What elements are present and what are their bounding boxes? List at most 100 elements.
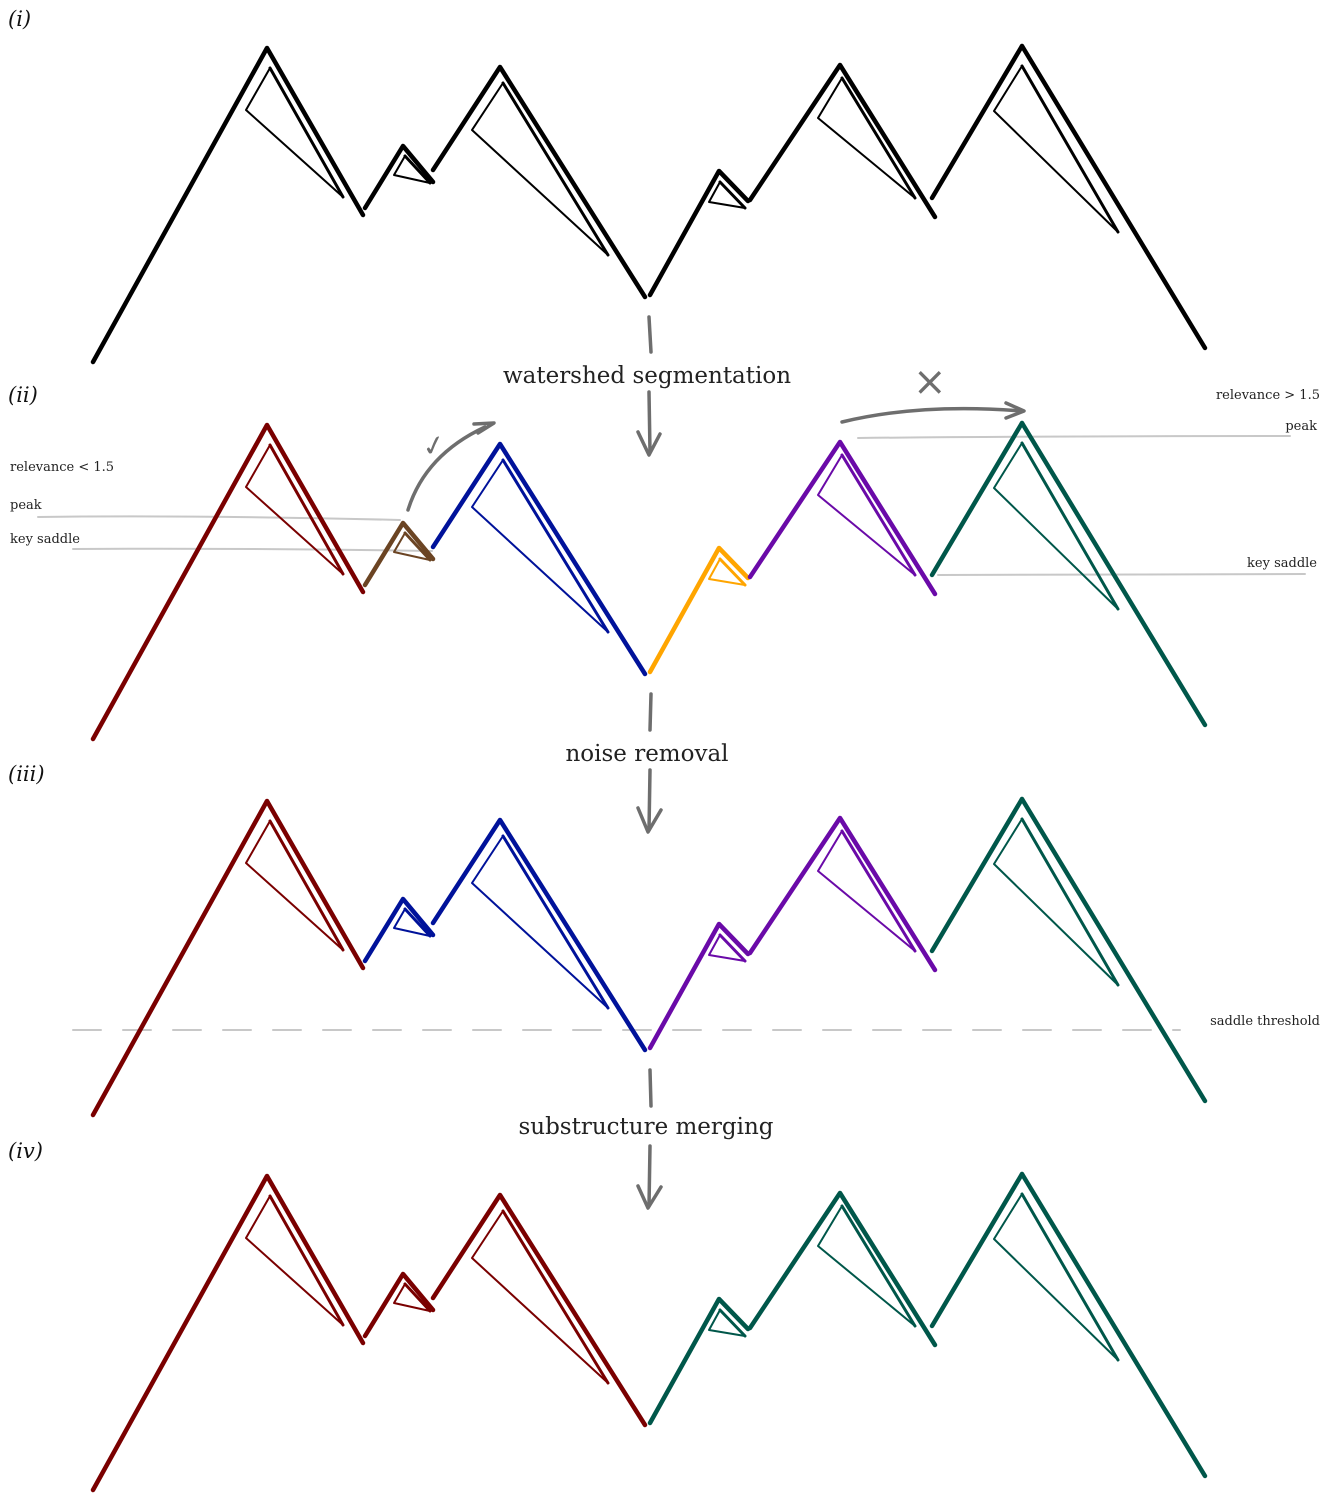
ridge-shading-edge — [840, 76, 917, 200]
ridge-shading — [393, 532, 431, 561]
relevance-low-label: relevance < 1.5 — [10, 460, 114, 475]
ridge-shading-edge — [718, 1308, 747, 1338]
ridge-shading-edge — [718, 557, 747, 587]
ridge-shading — [708, 1309, 746, 1337]
ridge-segment — [647, 168, 751, 298]
ridge-segment — [747, 439, 938, 597]
panel-label-iii: (iii) — [8, 762, 45, 786]
ridge-shading-edge — [1020, 817, 1120, 987]
ridge-segment — [430, 1192, 648, 1428]
mountain-profile-2 — [90, 420, 1208, 742]
mountain-panels — [90, 43, 1208, 1493]
ridge-shading — [245, 1195, 344, 1326]
mountain-profile-1 — [90, 43, 1208, 365]
ridge-segment — [1019, 420, 1208, 728]
ridge-shading-edge — [268, 819, 345, 952]
key-saddle-label-left: key saddle — [10, 532, 80, 547]
ridge-segment — [929, 420, 1025, 578]
panel-label-iv: (iv) — [8, 1139, 43, 1163]
accept-mark: ✓ — [419, 427, 449, 464]
ridge-segment — [747, 815, 938, 973]
down-arrow-2 — [636, 692, 663, 834]
ridge-shading — [393, 1283, 431, 1312]
ridge-shading — [245, 67, 344, 198]
ridge-segment — [747, 62, 938, 220]
ridge-shading — [708, 181, 746, 209]
ridge-shading-edge — [840, 453, 917, 577]
ridge-shading — [817, 454, 916, 576]
step-label-watershed: watershed segmentation — [503, 363, 791, 389]
mountain-profile-3 — [90, 796, 1208, 1118]
ridge-shading-edge — [1020, 1192, 1120, 1362]
ridge-shading-edge — [403, 531, 432, 562]
ridge-segment — [747, 1190, 938, 1348]
ridge-shading — [993, 818, 1119, 986]
ridge-shading-edge — [501, 1209, 610, 1385]
ridge-shading-edge — [840, 1204, 917, 1328]
ridge-shading — [708, 934, 746, 962]
relevance-high-label: relevance > 1.5 — [1216, 388, 1320, 403]
ridge-segment — [647, 921, 751, 1051]
ridge-segment — [1019, 796, 1208, 1104]
ridge-shading-edge — [403, 1282, 432, 1313]
ridge-shading-edge — [501, 458, 610, 634]
ridge-shading-edge — [403, 907, 432, 938]
peak-label-right: peak — [1285, 419, 1317, 434]
ridge-shading — [993, 65, 1119, 233]
down-arrow-3 — [636, 1068, 663, 1210]
ridge-shading — [471, 459, 609, 633]
ridge-shading-edge — [501, 81, 610, 257]
ridge-shading — [471, 82, 609, 256]
ridge-shading-edge — [1020, 441, 1120, 611]
ridge-segment — [90, 422, 366, 742]
ridge-segment — [362, 520, 436, 588]
ridge-segment — [430, 817, 648, 1053]
ridge-shading — [817, 1205, 916, 1327]
ridge-segment — [362, 143, 436, 211]
ridge-segment — [90, 45, 366, 365]
ridge-shading — [708, 558, 746, 586]
ridge-segment — [430, 64, 648, 300]
ridge-segment — [1019, 43, 1208, 351]
ridge-shading — [993, 1193, 1119, 1361]
down-arrow-1 — [636, 315, 662, 457]
ridge-shading — [817, 830, 916, 952]
ridge-shading — [393, 908, 431, 937]
ridge-segment — [430, 441, 648, 677]
peak-guide-left — [37, 515, 401, 521]
ridge-segment — [362, 1271, 436, 1339]
merge-accept-arrow — [406, 421, 496, 512]
ridge-shading-edge — [268, 1194, 345, 1327]
ridge-segment — [647, 1296, 751, 1426]
merge-reject-arrow — [840, 401, 1026, 424]
ridge-segment — [929, 796, 1025, 954]
key-saddle-guide-right — [937, 573, 1306, 576]
ridge-shading — [245, 444, 344, 575]
ridge-segment — [929, 1171, 1025, 1329]
peak-label-left: peak — [10, 498, 42, 513]
ridge-shading — [393, 155, 431, 184]
process-arrows — [406, 315, 1026, 1210]
ridge-segment — [90, 1173, 366, 1493]
peak-guide-right — [857, 435, 1291, 439]
ridge-shading — [817, 77, 916, 199]
ridge-segment — [1019, 1171, 1208, 1479]
ridge-shading-edge — [840, 829, 917, 953]
ridge-shading — [471, 1210, 609, 1384]
reject-mark: × — [913, 359, 947, 405]
ridge-shading-edge — [501, 834, 610, 1010]
panel-label-i: (i) — [8, 7, 31, 31]
panel-label-ii: (ii) — [8, 383, 38, 407]
ridge-shading-edge — [718, 933, 747, 963]
ridge-segment — [929, 43, 1025, 201]
key-saddle-guide-left — [72, 547, 433, 552]
ridge-segment — [647, 545, 751, 675]
ridge-shading-edge — [403, 154, 432, 185]
guide-lines — [37, 435, 1306, 1031]
key-saddle-label-right: key saddle — [1247, 556, 1317, 571]
step-label-noise: noise removal — [565, 741, 728, 767]
ridge-shading — [993, 442, 1119, 610]
ridge-segment — [90, 798, 366, 1118]
ridge-shading-edge — [268, 66, 345, 199]
